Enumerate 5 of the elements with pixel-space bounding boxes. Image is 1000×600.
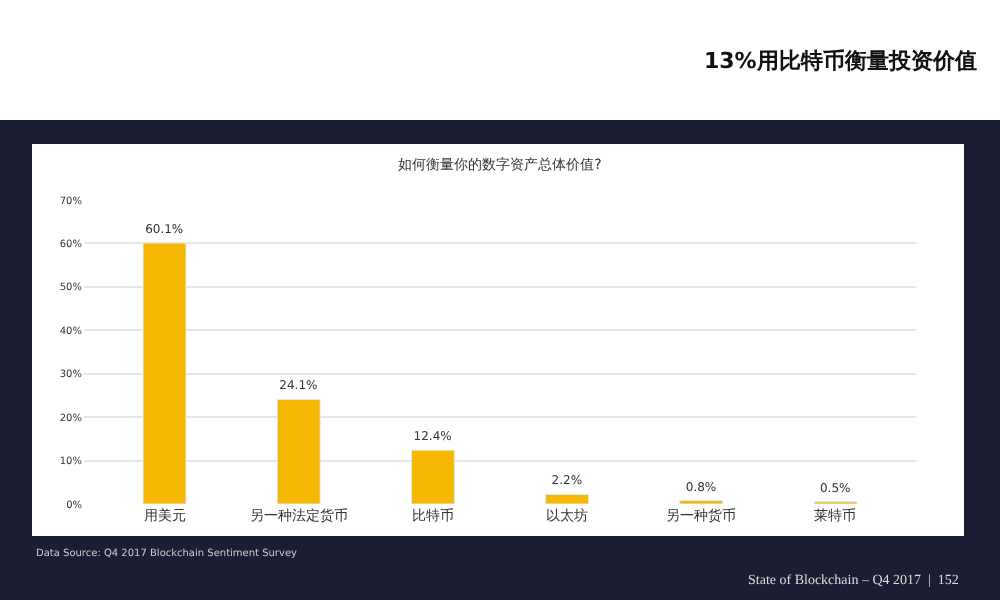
bar bbox=[410, 449, 455, 504]
bar bbox=[276, 398, 321, 504]
text: 13%用比特币衡量投资价值 bbox=[704, 48, 977, 74]
bar bbox=[142, 242, 187, 504]
bar bbox=[545, 493, 590, 504]
